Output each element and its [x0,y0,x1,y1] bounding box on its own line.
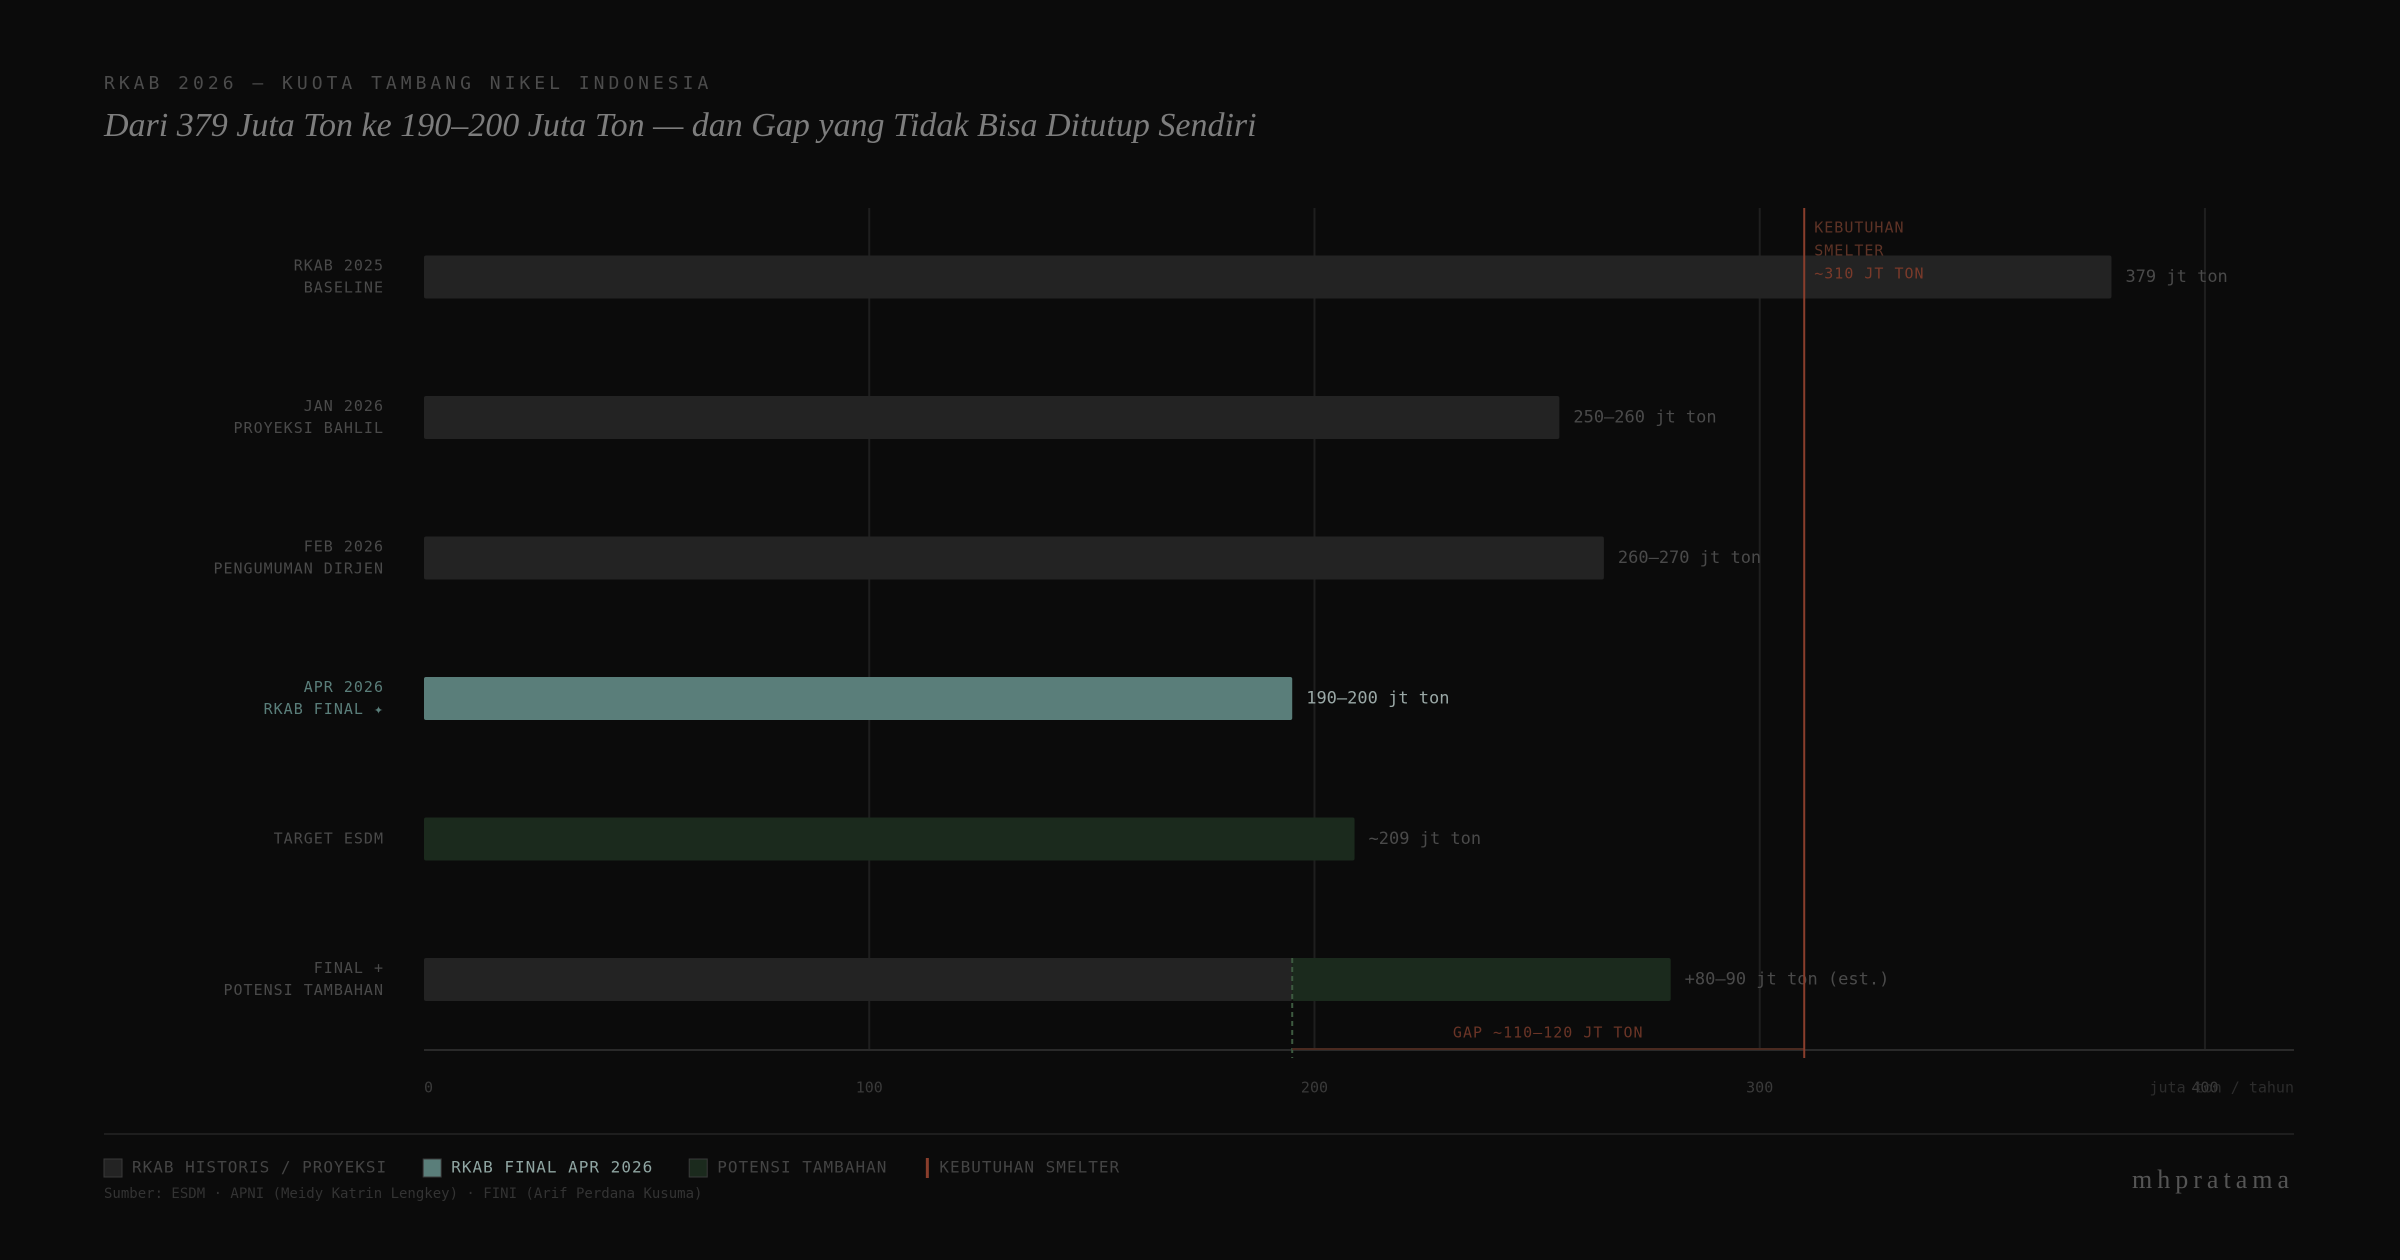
category-label: FINAL + [314,959,384,977]
brand: mhpratama [2132,1165,2294,1194]
x-tick-label: 0 [424,1079,433,1097]
category-label: BASELINE [304,279,384,297]
category-label: FEB 2026 [304,538,384,556]
category-label: PENGUMUMAN DIRJEN [213,560,384,578]
category-label: RKAB FINAL ✦ [264,700,384,718]
value-label: ~209 jt ton [1369,829,1482,849]
x-tick-label: 100 [856,1079,883,1097]
bar [424,958,1293,1001]
bar [424,817,1355,861]
legend-label: RKAB FINAL APR 2026 [451,1158,653,1177]
x-tick-label: 300 [1746,1079,1773,1097]
bar [424,255,2112,299]
bar [424,536,1604,580]
bar [1292,958,1671,1001]
legend-swatch [103,1158,123,1178]
source: Sumber: ESDM · APNI (Meidy Katrin Lengke… [104,1186,702,1202]
category-label: PROYEKSI BAHLIL [234,419,384,437]
legend-label: RKAB HISTORIS / PROYEKSI [132,1158,387,1177]
category-label: POTENSI TAMBAHAN [224,981,385,999]
category-label: RKAB 2025 [294,257,384,275]
value-label: 379 jt ton [2125,267,2227,287]
value-label: +80–90 jt ton (est.) [1685,970,1890,990]
chart-title: Dari 379 Juta Ton ke 190–200 Juta Ton — … [103,107,1257,144]
bar [424,396,1560,439]
eyebrow: RKAB 2026 — KUOTA TAMBANG NIKEL INDONESI… [104,73,712,94]
reference-label: ~310 JT TON [1814,265,1924,283]
value-label: 260–270 jt ton [1618,548,1761,568]
reference-label: KEBUTUHAN [1814,219,1904,237]
bar [424,677,1293,720]
legend-label: POTENSI TAMBAHAN [717,1158,887,1177]
reference-label: SMELTER [1814,242,1884,260]
gap-label: GAP ~110–120 JT TON [1453,1024,1644,1042]
category-label: JAN 2026 [304,397,384,415]
legend-swatch [422,1158,442,1178]
x-tick-label: 400 [2191,1079,2218,1097]
x-axis-label: juta ton / tahun [2150,1079,2295,1097]
category-label: APR 2026 [304,678,384,696]
category-label: TARGET ESDM [274,830,384,848]
legend-label: KEBUTUHAN SMELTER [939,1158,1120,1177]
x-tick-label: 200 [1301,1079,1328,1097]
value-label: 190–200 jt ton [1306,689,1449,709]
value-label: 250–260 jt ton [1573,408,1716,428]
legend-swatch [688,1158,708,1178]
